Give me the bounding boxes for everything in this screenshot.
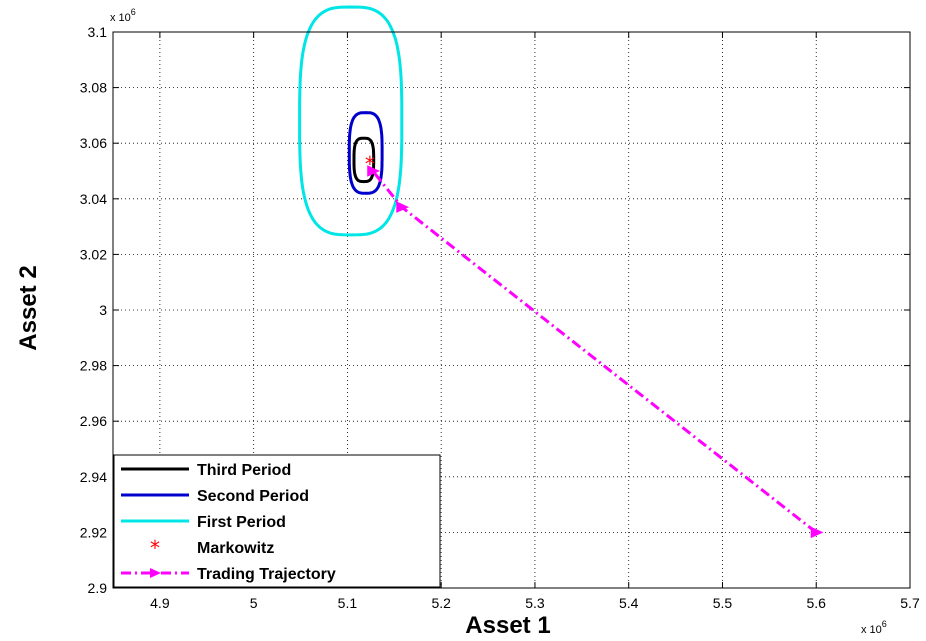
legend: Third Period Second Period First Period * Ma… [113,454,441,588]
legend-label-trading-trajectory: Trading Trajectory [197,566,336,583]
x-tick-label: 5.7 [900,595,920,611]
legend-marker-trading-trajectory [150,568,161,578]
x-tick-label: 5.1 [338,595,358,611]
x-axis-label: Asset 1 [465,612,550,639]
x-tick-label: 5.4 [619,595,639,611]
trajectory-point [367,165,380,177]
y-tick-label: 3.04 [80,191,107,207]
y-tick-label: 2.9 [88,580,108,596]
trajectory-point [396,201,410,213]
x-tick-label: 5.2 [431,595,451,611]
legend-label-first-period: First Period [197,514,286,531]
y-tick-label: 3.02 [80,246,107,262]
y-tick-label: 3.06 [80,135,107,151]
x-tick-label: 4.9 [150,595,170,611]
x-exponent-label: x 106 [861,619,887,636]
legend-label-markowitz: Markowitz [197,540,274,557]
trajectory-point [810,526,824,539]
series-second-period [347,111,384,195]
legend-label-second-period: Second Period [197,488,309,505]
y-tick-label: 2.92 [80,524,107,540]
series-layer: * [298,5,824,539]
legend-swatch-markowitz: * [150,536,160,560]
axis-ticks: 4.9 5 5.1 5.2 5.3 5.4 5.5 5.6 5.7 2.9 2.92 2.94 2.96… [80,24,920,611]
y-tick-label: 3 [99,302,107,318]
y-tick-label: 2.94 [80,469,107,485]
legend-box [113,454,441,588]
x-tick-label: 5.6 [807,595,827,611]
y-tick-label: 3.08 [80,80,107,96]
y-exponent-label: x 106 [110,7,136,24]
legend-label-third-period: Third Period [197,462,291,479]
y-tick-label: 2.98 [80,358,107,374]
y-tick-label: 2.96 [80,413,107,429]
x-tick-label: 5.3 [525,595,545,611]
y-tick-label: 3.1 [88,24,108,40]
markowitz-point: * [365,152,375,176]
x-tick-label: 5 [250,595,258,611]
series-third-period [352,136,376,184]
y-axis-label: Asset 2 [15,265,42,350]
x-tick-label: 5.5 [713,595,733,611]
series-first-period [298,5,404,237]
